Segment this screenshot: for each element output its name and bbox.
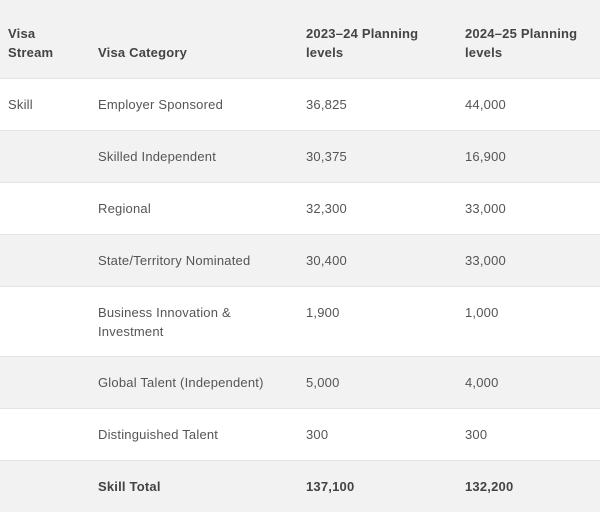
cell-level-2023: 1,900 <box>306 304 340 320</box>
cell-stream <box>0 182 90 234</box>
table-row: Distinguished Talent 300 300 <box>0 408 600 460</box>
cell-level-2024: 132,200 <box>465 478 514 494</box>
cell-level-2023: 30,400 <box>306 252 347 268</box>
cell-stream: Skill <box>8 96 33 112</box>
table-row: Business Innovation & Investment 1,900 1… <box>0 286 600 356</box>
cell-level-2024: 300 <box>465 426 488 442</box>
cell-stream <box>0 130 90 182</box>
cell-category: Skilled Independent <box>98 148 217 164</box>
header-row: Visa Stream Visa Category 2023–24 Planni… <box>0 0 600 78</box>
cell-level-2024: 44,000 <box>465 96 506 112</box>
cell-stream <box>0 460 90 512</box>
cell-level-2023: 5,000 <box>306 374 340 390</box>
cell-stream <box>0 408 90 460</box>
cell-category: Business Innovation & Investment <box>98 304 231 339</box>
cell-category: Skill Total <box>98 478 161 494</box>
table-row: Skilled Independent 30,375 16,900 <box>0 130 600 182</box>
header-planning-2023-24: 2023–24 Planning levels <box>306 26 419 60</box>
cell-category: Distinguished Talent <box>98 426 219 442</box>
cell-level-2023: 300 <box>306 426 329 442</box>
table-row: State/Territory Nominated 30,400 33,000 <box>0 234 600 286</box>
cell-category: Employer Sponsored <box>98 96 223 112</box>
cell-level-2024: 1,000 <box>465 304 499 320</box>
table-row: Regional 32,300 33,000 <box>0 182 600 234</box>
cell-level-2024: 33,000 <box>465 252 506 268</box>
cell-level-2023: 36,825 <box>306 96 347 112</box>
table-row: Skill Employer Sponsored 36,825 44,000 <box>0 78 600 130</box>
cell-stream <box>0 286 90 356</box>
cell-stream <box>0 356 90 408</box>
cell-category: Regional <box>98 200 151 216</box>
cell-level-2024: 16,900 <box>465 148 506 164</box>
cell-category: State/Territory Nominated <box>98 252 251 268</box>
cell-stream <box>0 234 90 286</box>
header-planning-2024-25: 2024–25 Planning levels <box>465 26 578 60</box>
cell-level-2023: 32,300 <box>306 200 347 216</box>
table-header: Visa Stream Visa Category 2023–24 Planni… <box>0 0 600 78</box>
header-visa-category: Visa Category <box>98 45 188 60</box>
header-visa-stream: Visa Stream <box>8 26 54 60</box>
table-body: Skill Employer Sponsored 36,825 44,000 S… <box>0 78 600 512</box>
table-row: Global Talent (Independent) 5,000 4,000 <box>0 356 600 408</box>
total-row: Skill Total 137,100 132,200 <box>0 460 600 512</box>
cell-level-2024: 4,000 <box>465 374 499 390</box>
cell-level-2023: 137,100 <box>306 478 355 494</box>
cell-level-2024: 33,000 <box>465 200 506 216</box>
cell-level-2023: 30,375 <box>306 148 347 164</box>
cell-category: Global Talent (Independent) <box>98 374 264 390</box>
